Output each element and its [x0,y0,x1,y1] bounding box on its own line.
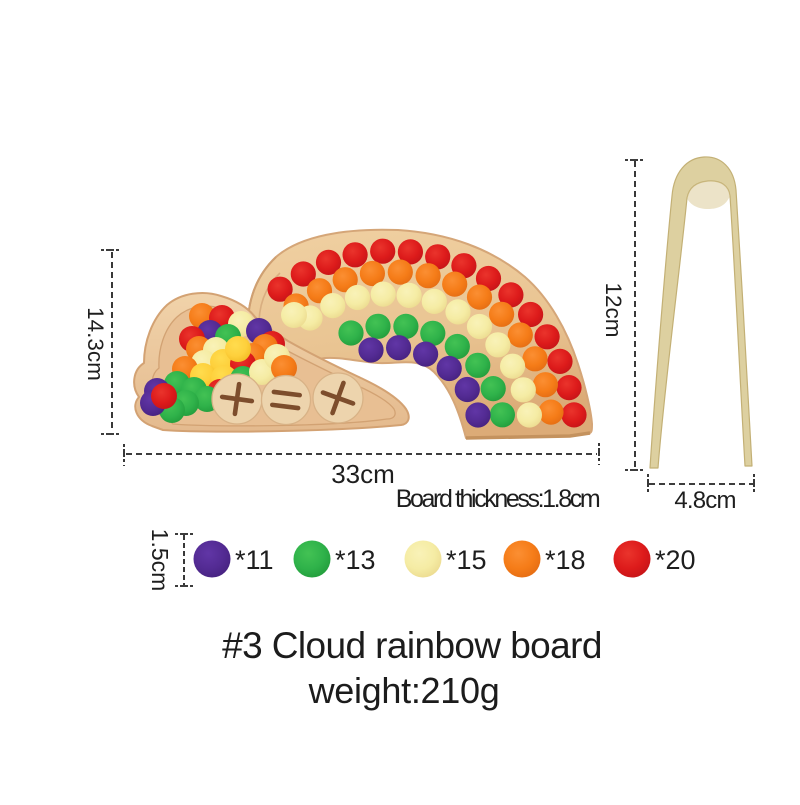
svg-text:Board thickness:1.8cm: Board thickness:1.8cm [396,485,600,513]
svg-text:#3 Cloud rainbow board: #3 Cloud rainbow board [222,625,602,666]
svg-text:33cm: 33cm [331,459,395,489]
svg-text:*11: *11 [235,545,274,575]
svg-text:14.3cm: 14.3cm [83,307,108,381]
svg-text:weight:210g: weight:210g [308,670,500,711]
svg-text:4.8cm: 4.8cm [674,487,735,514]
svg-text:*20: *20 [655,545,696,575]
svg-text:*13: *13 [335,545,376,575]
svg-text:1.5cm: 1.5cm [147,529,173,592]
svg-text:*15: *15 [446,545,487,575]
svg-text:12cm: 12cm [601,282,626,337]
svg-text:*18: *18 [545,545,586,575]
